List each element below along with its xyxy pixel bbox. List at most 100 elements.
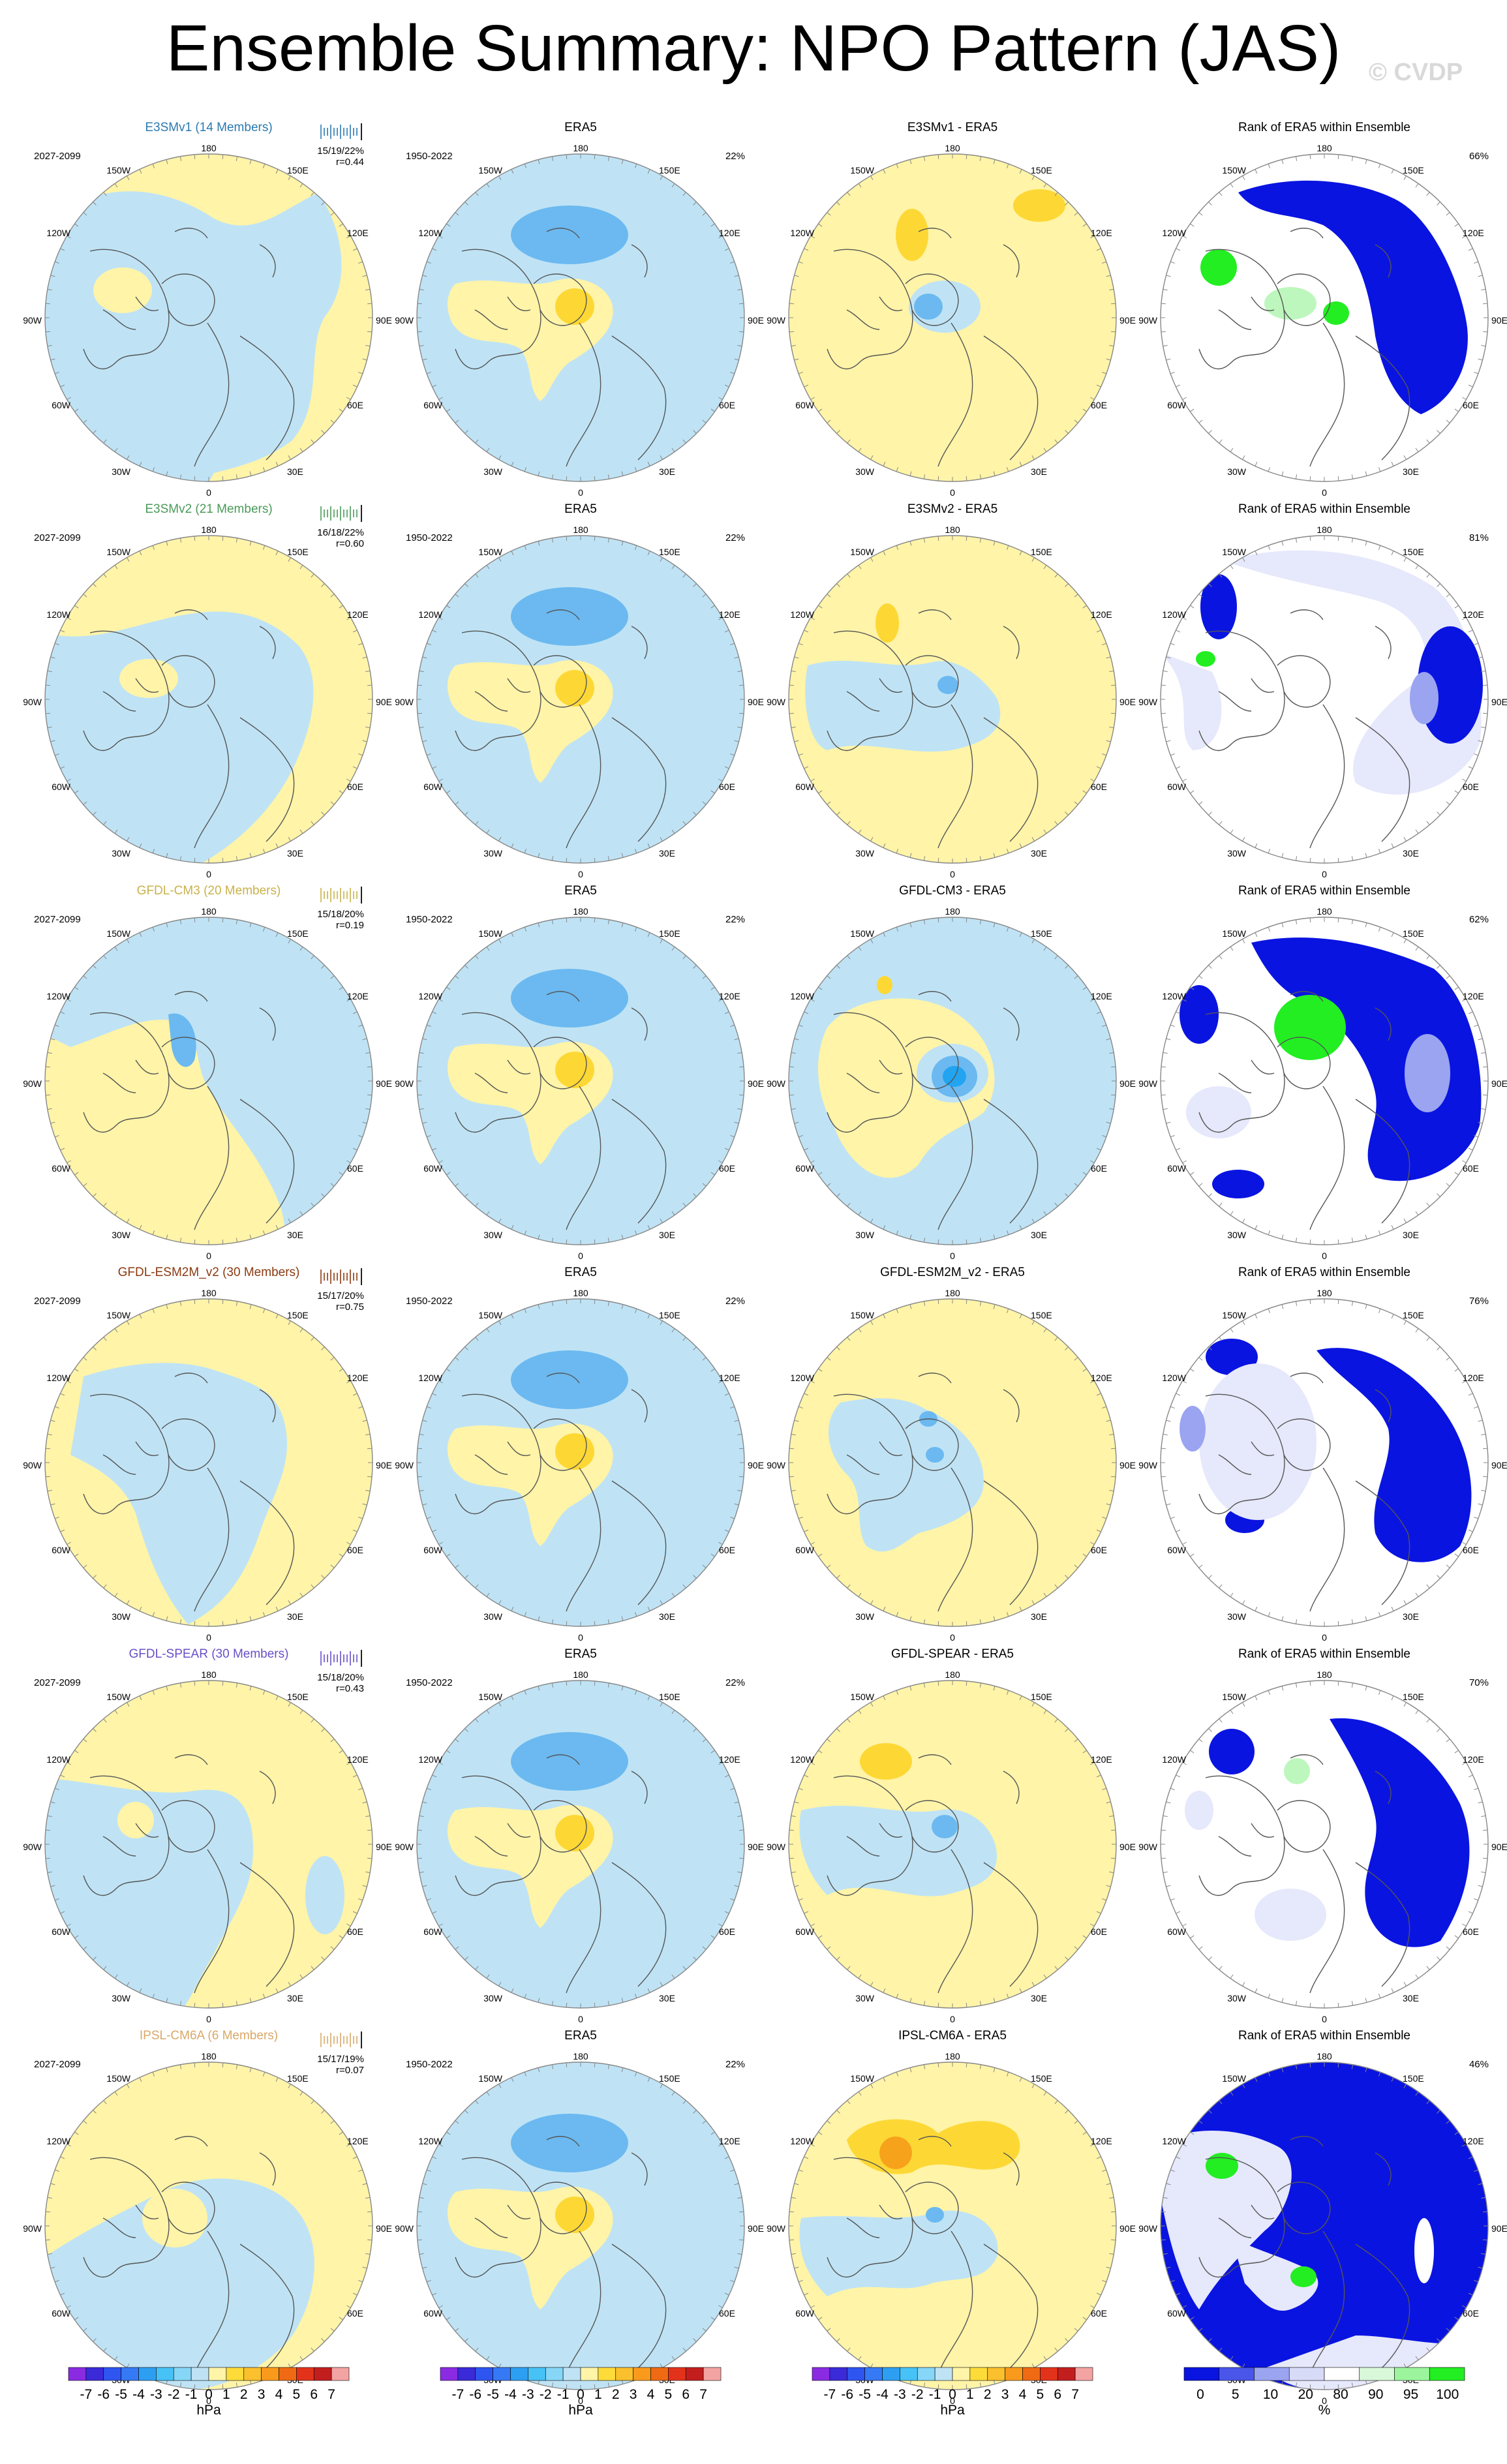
colorbar-swatch (829, 2367, 848, 2381)
coastlines (83, 609, 295, 849)
colorbar-hpa-3: -7 -6 -5 -4 -3 -2 -1 0 1 2 3 4 5 6 7 hPa (783, 2365, 1122, 2418)
anomaly-region (1199, 1363, 1317, 1520)
lon-label-mid-right-up: 120E (1463, 991, 1484, 1001)
colorbar-tick: -5 (115, 2387, 127, 2402)
lon-label-bottom: 0 (578, 869, 583, 879)
panel-title: Rank of ERA5 within Ensemble (1238, 884, 1410, 898)
colorbar-tick: -3 (150, 2387, 162, 2402)
lon-label-mid-left-low: 60W (423, 1163, 442, 1174)
lon-label-lower-left: 30W (855, 1993, 874, 2003)
coastlines (455, 991, 667, 1230)
stats-block: 15/18/20% r=0.43 (287, 1672, 364, 1694)
polar-map (1160, 1680, 1489, 2009)
lon-label-mid-left-low: 60W (52, 1163, 70, 1174)
colorbar-swatch (598, 2367, 616, 2381)
lon-label-mid-left-low: 60W (795, 2308, 814, 2319)
colorbar-tick: -5 (487, 2387, 499, 2402)
lon-label-upper-left: 150W (106, 928, 130, 939)
lon-label-lower-left: 30W (112, 466, 130, 477)
period-label: 1950-2022 (406, 1296, 453, 1307)
lon-label-lower-right: 30E (287, 1611, 303, 1622)
anomaly-region (1414, 2218, 1434, 2283)
colorbar-swatch (650, 2367, 669, 2381)
variance-pct: 22% (725, 1677, 745, 1688)
lon-label-mid-left-low: 60W (795, 1163, 814, 1174)
colorbar-swatch (226, 2367, 245, 2381)
lon-label-upper-left: 150W (478, 547, 502, 557)
lon-label-top: 180 (1317, 1669, 1332, 1680)
lon-label-mid-left-up: 120W (418, 2136, 442, 2146)
colorbar-tick: 95 (1403, 2387, 1419, 2402)
colorbar-swatch (1057, 2367, 1076, 2381)
member-spread-icon (317, 1649, 364, 1668)
lon-label-top: 180 (1317, 525, 1332, 535)
anomaly-region (1186, 1086, 1251, 1138)
lon-label-mid-right-low: 60E (719, 1545, 735, 1555)
anomaly-region (555, 288, 594, 325)
anomaly-region (1185, 1791, 1213, 1830)
colorbar-tick: 2 (611, 2387, 620, 2402)
colorbar-tick: 1 (594, 2387, 602, 2402)
colorbar-swatch (900, 2367, 918, 2381)
lon-label-upper-right: 150E (287, 547, 309, 557)
lon-label-upper-right: 150E (659, 1310, 680, 1320)
lon-label-left: 90W (767, 1460, 785, 1470)
colorbar-swatch (1022, 2367, 1041, 2381)
lon-label-top: 180 (1317, 906, 1332, 917)
panel-rank: Rank of ERA5 within Ensemble 81% 180 150W 15… (1138, 502, 1507, 884)
lon-label-mid-left-up: 120W (790, 1373, 814, 1383)
colorbar-unit: hPa (196, 2403, 221, 2418)
lon-label-mid-left-low: 60W (1167, 1545, 1186, 1555)
lon-label-top: 180 (201, 143, 217, 153)
lon-label-lower-right: 30E (659, 1611, 675, 1622)
lon-label-right: 90E (1491, 1842, 1507, 1852)
variance-pct: 22% (725, 914, 745, 925)
lon-label-mid-left-up: 120W (1162, 1754, 1186, 1765)
lon-label-top: 180 (1317, 2051, 1332, 2061)
anomaly-region (914, 294, 943, 320)
lon-label-mid-left-up: 120W (790, 1754, 814, 1765)
anomaly-region (93, 267, 152, 313)
colorbar-tick: 5 (1036, 2387, 1044, 2402)
anomaly-region (511, 1350, 628, 1409)
stats-percentiles: 15/18/20% (317, 1672, 364, 1683)
anomaly-region (875, 603, 899, 643)
lon-label-mid-right-low: 60E (347, 1163, 363, 1174)
lon-label-upper-right: 150E (287, 165, 309, 175)
lon-label-top: 180 (201, 2051, 217, 2061)
polar-map (416, 1298, 745, 1627)
lon-label-lower-left: 30W (1227, 1611, 1246, 1622)
lon-label-bottom: 0 (1322, 2396, 1327, 2406)
lon-label-upper-right: 150E (659, 165, 680, 175)
lon-label-mid-right-up: 120E (347, 2136, 369, 2146)
lon-label-mid-right-up: 120E (1463, 228, 1484, 238)
colorbar-tick: -6 (97, 2387, 110, 2402)
colorbar-swatch (457, 2367, 476, 2381)
coastlines (827, 991, 1039, 1230)
lon-label-mid-right-low: 60E (1463, 400, 1479, 410)
lon-label-mid-left-up: 120W (46, 1373, 70, 1383)
panel-diff: GFDL-SPEAR - ERA5 180 150W 150E 120W 120E 90W 9… (767, 1647, 1136, 2029)
colorbar-swatch (528, 2367, 546, 2381)
lon-label-lower-right: 30E (1031, 848, 1047, 859)
lon-label-mid-left-up: 120W (790, 609, 814, 620)
lon-label-right: 90E (376, 315, 392, 326)
panel-rank: Rank of ERA5 within Ensemble 46% 180 150W 15… (1138, 2029, 1507, 2411)
lon-label-lower-right: 30E (287, 1230, 303, 1240)
lon-label-upper-right: 150E (287, 2073, 309, 2084)
lon-label-lower-left: 30W (1227, 1993, 1246, 2003)
colorbar-swatch (615, 2367, 633, 2381)
lon-label-right: 90E (748, 1460, 764, 1470)
anomaly-region (1232, 2238, 1318, 2311)
polar-map (44, 153, 373, 482)
panel-model: GFDL-ESM2M_v2 (30 Members) 2027-2099 15/17… (23, 1266, 392, 1647)
panel-era: ERA5 1950-2022 22% 180 150W 150E 120W 120E 90W 90… (395, 1647, 764, 2029)
lon-label-bottom: 0 (1322, 869, 1327, 879)
panel-era: ERA5 1950-2022 22% 180 150W 150E 120W 120E 90W 90… (395, 502, 764, 884)
lon-label-mid-right-up: 120E (1091, 1754, 1112, 1765)
lon-label-mid-left-up: 120W (46, 991, 70, 1001)
lon-label-mid-left-low: 60W (795, 782, 814, 792)
coastlines (455, 1754, 667, 1994)
lon-label-right: 90E (1491, 2223, 1507, 2234)
coastlines (1198, 609, 1410, 849)
